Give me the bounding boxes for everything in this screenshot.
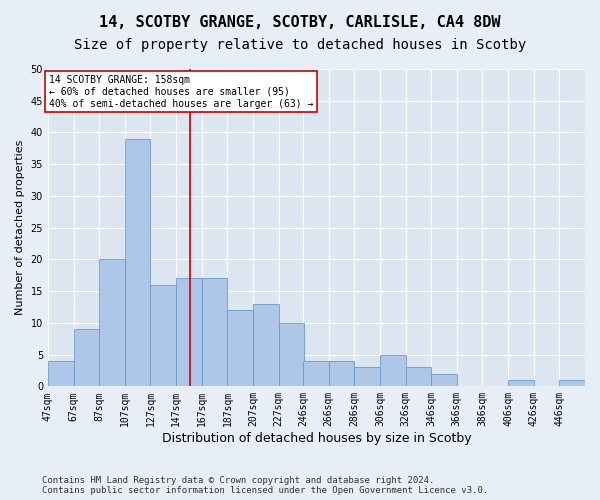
Bar <box>431 374 457 386</box>
Bar <box>125 139 151 386</box>
Bar <box>354 368 380 386</box>
Bar <box>380 354 406 386</box>
Bar <box>176 278 202 386</box>
Bar <box>227 310 253 386</box>
Bar <box>48 361 74 386</box>
Bar <box>508 380 534 386</box>
Bar <box>99 260 125 386</box>
Bar <box>151 285 176 386</box>
Bar <box>253 304 278 386</box>
Bar <box>329 361 354 386</box>
Y-axis label: Number of detached properties: Number of detached properties <box>15 140 25 316</box>
Text: 14 SCOTBY GRANGE: 158sqm
← 60% of detached houses are smaller (95)
40% of semi-d: 14 SCOTBY GRANGE: 158sqm ← 60% of detach… <box>49 76 314 108</box>
X-axis label: Distribution of detached houses by size in Scotby: Distribution of detached houses by size … <box>161 432 471 445</box>
Text: Contains HM Land Registry data © Crown copyright and database right 2024.
Contai: Contains HM Land Registry data © Crown c… <box>42 476 488 495</box>
Bar <box>559 380 585 386</box>
Text: 14, SCOTBY GRANGE, SCOTBY, CARLISLE, CA4 8DW: 14, SCOTBY GRANGE, SCOTBY, CARLISLE, CA4… <box>99 15 501 30</box>
Bar <box>303 361 329 386</box>
Bar <box>74 329 99 386</box>
Bar <box>202 278 227 386</box>
Bar <box>406 368 431 386</box>
Text: Size of property relative to detached houses in Scotby: Size of property relative to detached ho… <box>74 38 526 52</box>
Bar <box>278 323 304 386</box>
